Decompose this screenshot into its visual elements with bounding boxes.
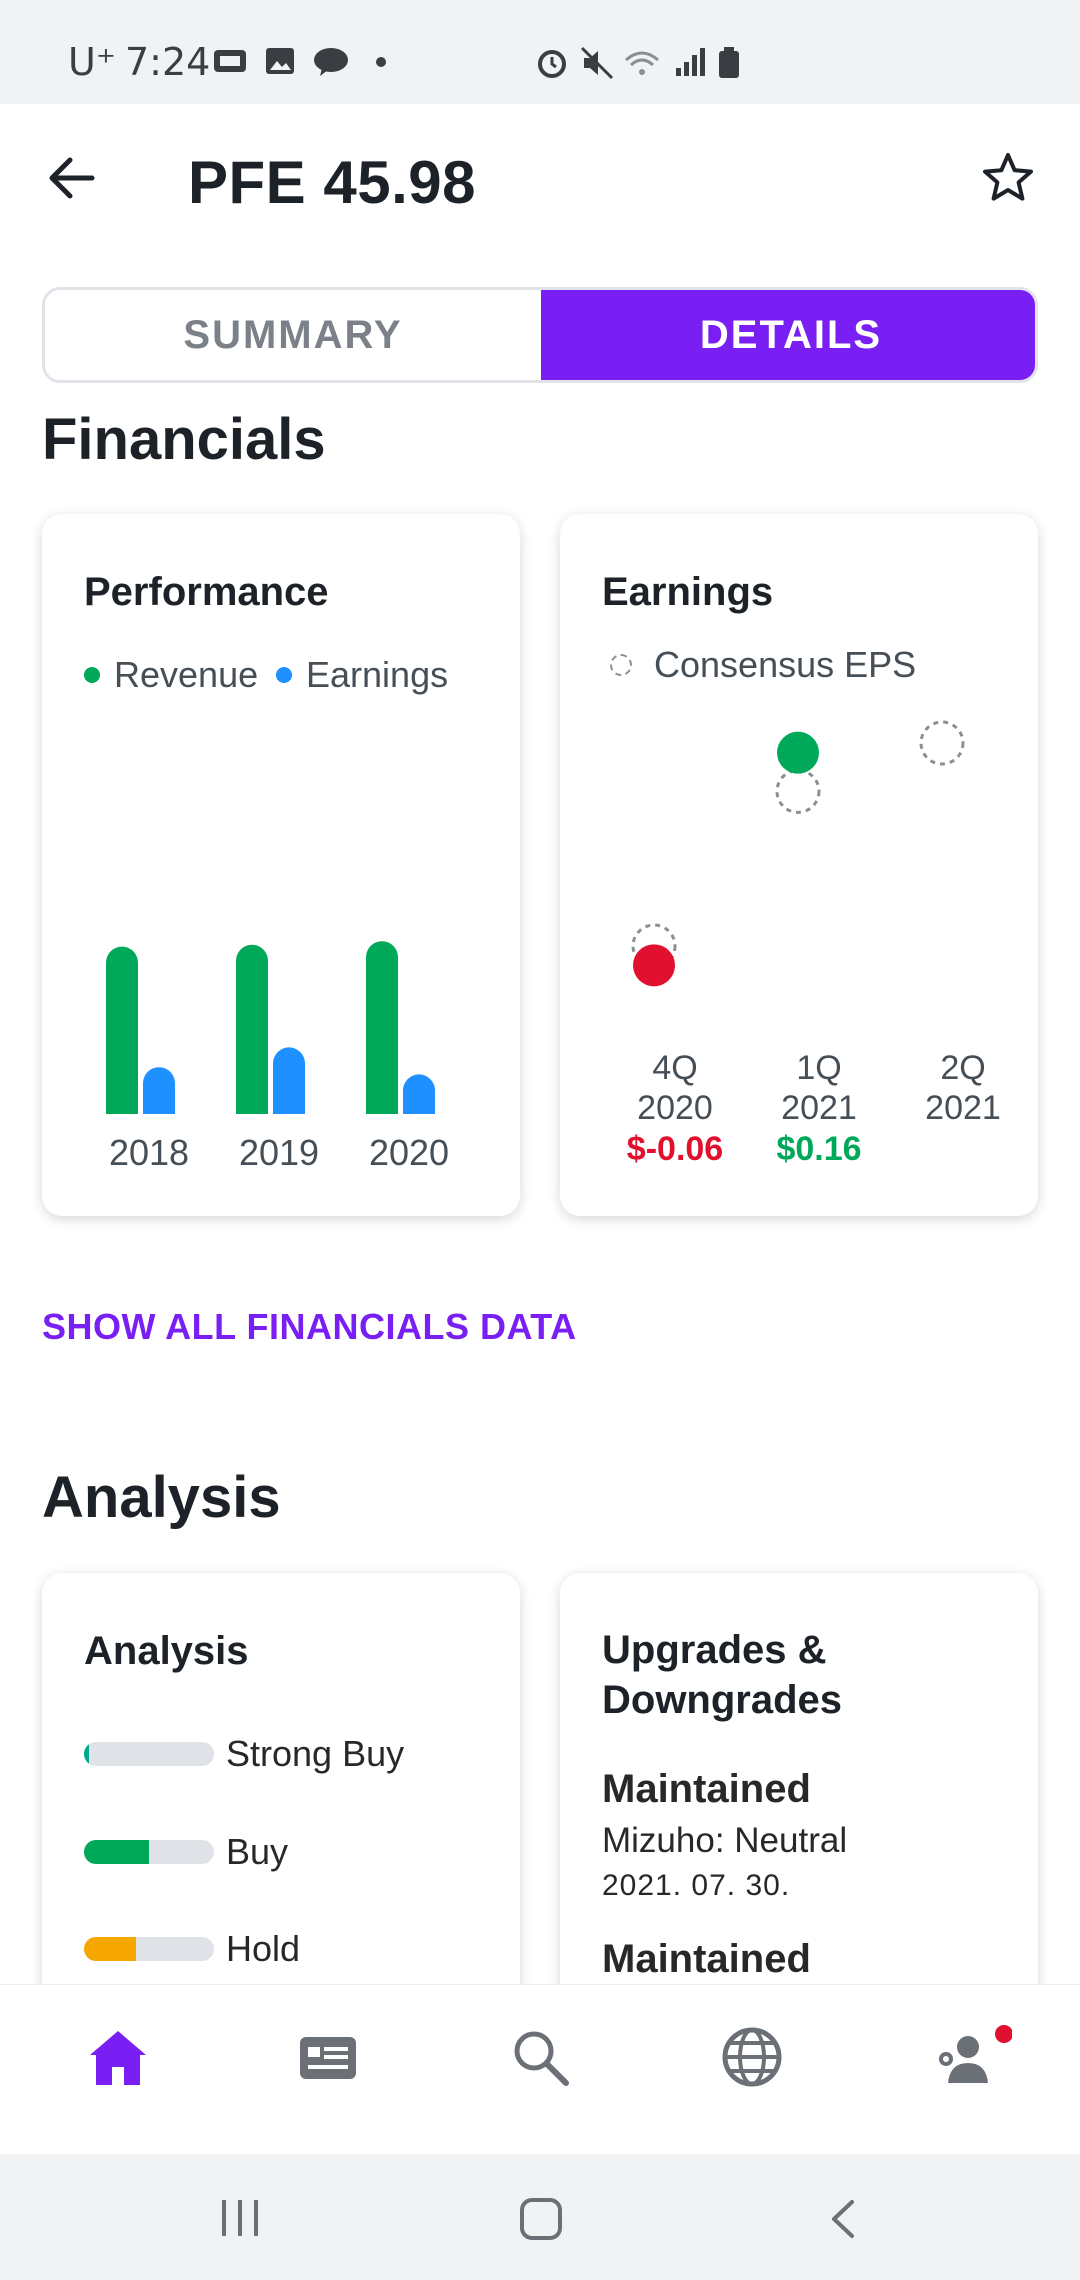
home-icon[interactable] (86, 2025, 150, 2089)
rating-label: Strong Buy (226, 1733, 405, 1774)
analysis-card[interactable]: Analysis Strong Buy Buy Hold (42, 1573, 520, 2033)
legend-earnings: Earnings (276, 654, 448, 696)
actual-eps-marker-2 (777, 731, 819, 774)
quarter-q-3: 2Q (940, 1049, 986, 1087)
system-back-icon[interactable] (826, 2198, 862, 2240)
news-icon[interactable] (296, 2025, 360, 2089)
upgrade-action: Maintained (602, 1937, 811, 1981)
earnings-title: Earnings (602, 570, 774, 614)
financials-heading: Financials (42, 407, 326, 472)
eps-value-2: $0.16 (776, 1130, 862, 1168)
quarter-q-2: 1Q (796, 1049, 842, 1087)
legend-consensus: Consensus EPS (610, 644, 916, 686)
legend-consensus-label: Consensus EPS (654, 644, 917, 685)
quarter-year-2: 2021 (781, 1089, 857, 1127)
consensus-eps-marker-2 (775, 768, 821, 814)
revenue-legend-dot (84, 667, 100, 683)
consensus-eps-marker-3 (919, 720, 965, 766)
x-tick-2019: 2019 (238, 1132, 320, 1173)
upgrades-title: Upgrades & Downgrades (602, 1625, 842, 1725)
rating-fill (84, 1840, 149, 1864)
revenue-bar-2020 (366, 941, 398, 1114)
earnings-legend-dot (276, 667, 292, 683)
analysis-card-title: Analysis (84, 1629, 249, 1673)
tab-summary[interactable]: SUMMARY (45, 290, 541, 380)
rating-label: Hold (226, 1928, 301, 1969)
alarm-icon (538, 50, 566, 78)
quarter-year-1: 2020 (637, 1089, 713, 1127)
search-icon[interactable] (508, 2025, 572, 2089)
rating-bar (84, 1742, 214, 1766)
earnings-bar-2020 (403, 1074, 435, 1114)
rating-hold: Hold (84, 1928, 300, 1970)
earnings-bar-2019 (273, 1047, 305, 1114)
rating-fill (84, 1937, 136, 1961)
revenue-bar-2019 (236, 944, 268, 1114)
system-nav-bar (0, 2154, 1080, 2280)
quarter-label-1: 4Q 2020 (610, 1048, 740, 1128)
star-icon[interactable] (980, 150, 1036, 206)
wifi-icon (625, 51, 659, 75)
analysis-heading: Analysis (42, 1465, 281, 1530)
rating-strong-buy: Strong Buy (84, 1733, 404, 1775)
x-tick-2018: 2018 (108, 1132, 190, 1173)
quarter-q-1: 4Q (652, 1049, 698, 1087)
upgrades-title-line2: Downgrades (602, 1678, 843, 1722)
upgrade-date: 2021. 07. 30. (602, 1869, 791, 1902)
performance-chart (106, 941, 435, 1114)
eps-value-1: $-0.06 (626, 1130, 724, 1168)
mute-icon (580, 46, 614, 80)
quarter-label-3: 2Q 2021 (898, 1048, 1028, 1128)
earnings-card[interactable]: Earnings Consensus EPS 4Q 2020 1Q 2021 2… (560, 514, 1038, 1216)
consensus-legend-marker (610, 654, 632, 676)
earnings-chart (631, 720, 965, 987)
battery-icon (719, 47, 739, 78)
back-arrow-icon[interactable] (44, 150, 100, 206)
quarter-label-2: 1Q 2021 (754, 1048, 884, 1128)
signal-icon (676, 48, 705, 76)
rating-buy: Buy (84, 1831, 288, 1873)
x-tick-2020: 2020 (368, 1132, 450, 1173)
rating-fill (84, 1742, 89, 1766)
performance-title: Performance (84, 570, 329, 614)
show-all-financials-link[interactable]: SHOW ALL FINANCIALS DATA (42, 1306, 577, 1347)
bottom-nav (0, 1984, 1080, 2155)
globe-icon[interactable] (720, 2025, 784, 2089)
rating-label: Buy (226, 1831, 289, 1872)
upgrade-firm: Mizuho: Neutral (602, 1821, 848, 1860)
carrier-label: U⁺ (68, 40, 116, 84)
legend-earnings-label: Earnings (306, 654, 449, 695)
profile-settings-icon[interactable] (932, 2025, 1012, 2089)
home-button-icon[interactable] (518, 2196, 564, 2242)
quarter-year-3: 2021 (925, 1089, 1001, 1127)
gallery-icon (266, 48, 294, 74)
legend-revenue-label: Revenue (114, 654, 259, 695)
earnings-bar-2018 (143, 1067, 175, 1114)
upgrades-title-line1: Upgrades & (602, 1628, 827, 1672)
rating-bar (84, 1840, 214, 1864)
tab-switcher: SUMMARY DETAILS (42, 287, 1038, 383)
revenue-bar-2018 (106, 946, 138, 1114)
notification-dot (995, 2025, 1012, 2043)
actual-eps-marker-1 (633, 944, 675, 987)
recent-apps-icon[interactable] (218, 2198, 262, 2238)
upgrade-action: Maintained (602, 1767, 811, 1811)
upgrades-card[interactable]: Upgrades & Downgrades Maintained Mizuho:… (560, 1573, 1038, 2033)
tab-details[interactable]: DETAILS (541, 290, 1035, 380)
legend-revenue: Revenue (84, 654, 258, 696)
dot-icon (376, 57, 386, 67)
clock: 7:24 (125, 40, 211, 84)
status-bar: U⁺ 7:24 (0, 0, 1080, 104)
performance-card[interactable]: Performance Revenue Earnings 2018 2019 2… (42, 514, 520, 1216)
rating-bar (84, 1937, 214, 1961)
page-title: PFE 45.98 (188, 149, 477, 216)
ktv-icon (214, 50, 246, 72)
talk-icon (314, 48, 348, 76)
